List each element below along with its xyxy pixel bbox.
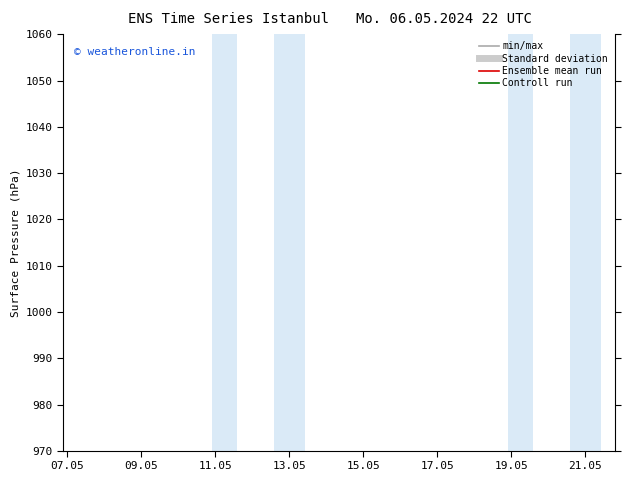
Text: © weatheronline.in: © weatheronline.in — [74, 47, 196, 57]
Legend: min/max, Standard deviation, Ensemble mean run, Controll run: min/max, Standard deviation, Ensemble me… — [477, 39, 610, 90]
Bar — [570, 34, 601, 451]
Bar — [212, 34, 236, 451]
Text: Mo. 06.05.2024 22 UTC: Mo. 06.05.2024 22 UTC — [356, 12, 532, 26]
Bar — [274, 34, 305, 451]
Y-axis label: Surface Pressure (hPa): Surface Pressure (hPa) — [10, 168, 20, 317]
Text: ENS Time Series Istanbul: ENS Time Series Istanbul — [127, 12, 329, 26]
Bar — [508, 34, 533, 451]
